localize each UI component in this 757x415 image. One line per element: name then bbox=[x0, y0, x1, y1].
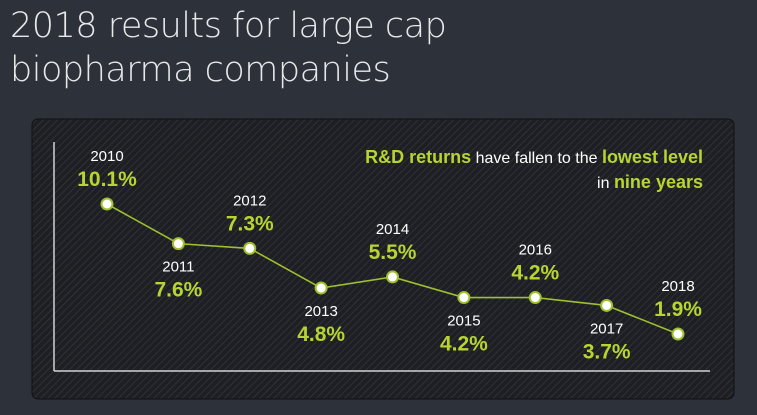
value-label-2015: 4.2% bbox=[440, 333, 488, 356]
data-point-2010 bbox=[100, 197, 114, 211]
data-point-2016 bbox=[528, 291, 542, 305]
year-label-2013: 2013 bbox=[304, 303, 337, 320]
value-label-2010: 10.1% bbox=[77, 168, 137, 191]
chart-panel bbox=[31, 118, 735, 400]
annotation-highlight-nine-years: nine years bbox=[614, 172, 703, 192]
annotation-line-1: R&D returns have fallen to the lowest le… bbox=[365, 147, 703, 167]
data-point-2018 bbox=[671, 327, 685, 341]
data-point-2017 bbox=[600, 298, 614, 312]
annotation-highlight-lowest-level: lowest level bbox=[602, 147, 703, 167]
year-label-2016: 2016 bbox=[519, 242, 552, 259]
value-label-2012: 7.3% bbox=[226, 212, 274, 235]
data-point-2011 bbox=[171, 237, 185, 251]
data-point-2015 bbox=[457, 291, 471, 305]
annotation-text-fallen: have fallen to the bbox=[471, 150, 602, 167]
value-label-2014: 5.5% bbox=[369, 241, 417, 264]
page-title: 2018 results for large cap biopharma com… bbox=[10, 6, 447, 90]
annotation-line-2: in nine years bbox=[597, 172, 703, 192]
year-label-2011: 2011 bbox=[162, 259, 194, 276]
annotation-highlight-rd-returns: R&D returns bbox=[365, 147, 471, 167]
year-label-2017: 2017 bbox=[590, 320, 623, 337]
value-label-2011: 7.6% bbox=[154, 279, 202, 302]
year-label-2012: 2012 bbox=[233, 192, 266, 209]
year-label-2018: 2018 bbox=[661, 278, 694, 295]
value-label-2017: 3.7% bbox=[583, 340, 631, 363]
value-label-2016: 4.2% bbox=[511, 262, 559, 285]
value-label-2018: 1.9% bbox=[654, 298, 702, 321]
year-label-2014: 2014 bbox=[376, 221, 409, 238]
year-label-2010: 2010 bbox=[90, 148, 123, 165]
data-point-2013 bbox=[314, 281, 328, 295]
data-point-2014 bbox=[386, 270, 399, 284]
data-point-2012 bbox=[243, 241, 257, 255]
annotation-text-in: in bbox=[597, 175, 614, 192]
year-label-2015: 2015 bbox=[447, 313, 480, 330]
series-layer: 2010 10.1% 2011 7.6% 2012 7.3% 2013 4.8% 2014 5.5… bbox=[77, 148, 702, 363]
value-label-2013: 4.8% bbox=[297, 323, 345, 346]
